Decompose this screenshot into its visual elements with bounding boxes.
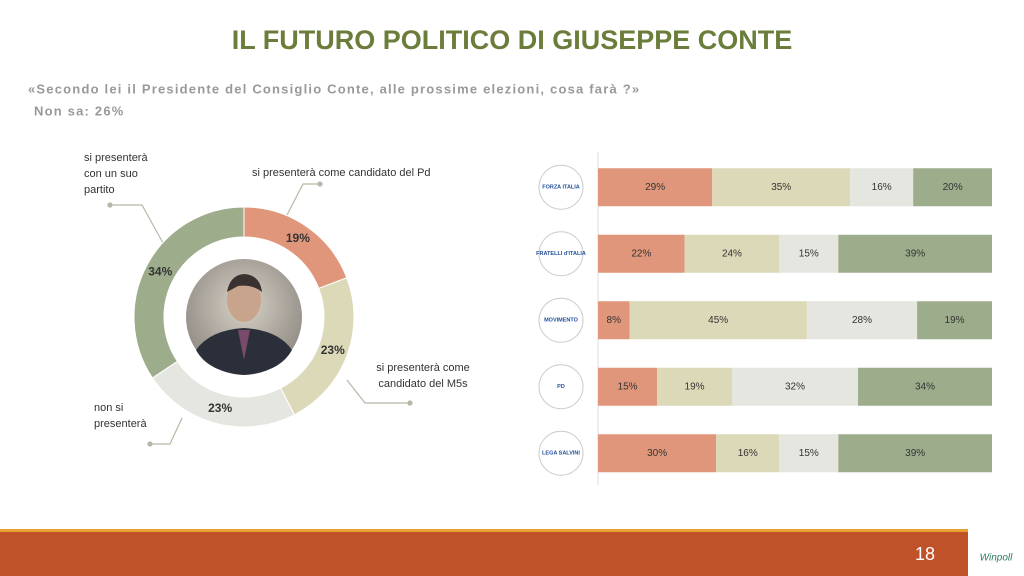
data-label: 8%	[607, 315, 622, 326]
donut-label: si presenterà come candidato del M5s	[376, 362, 470, 390]
bar-segment	[598, 168, 713, 207]
bar-segment	[598, 234, 685, 273]
bar-segment	[913, 168, 992, 207]
bar-segment	[917, 301, 992, 340]
data-label: 19%	[685, 381, 705, 392]
party-logo	[538, 430, 584, 476]
data-label: 15%	[618, 381, 638, 392]
party-logo	[538, 297, 584, 343]
bar-segment	[716, 434, 780, 473]
bar-segment	[779, 434, 839, 473]
donut-label: si presenterà con un suo partito	[84, 152, 148, 196]
data-label: 15%	[799, 448, 819, 459]
data-label: 16%	[872, 182, 892, 193]
bar-segment	[629, 301, 807, 340]
donut-label: non si presenterà	[94, 402, 147, 430]
data-label: 39%	[905, 248, 925, 259]
bar-segment	[598, 367, 658, 406]
data-label: 19%	[945, 315, 965, 326]
title: IL FUTURO POLITICO DI GIUSEPPE CONTE	[232, 25, 793, 55]
category-label: FRATELLI d'ITALIA	[536, 251, 586, 257]
data-label: 32%	[785, 381, 805, 392]
category-label: LEGA SALVINI	[542, 451, 580, 457]
data-label: 22%	[631, 248, 651, 259]
category-label: FORZA ITALIA	[542, 185, 580, 191]
data-label: 34%	[915, 381, 935, 392]
page-number: 18	[915, 544, 935, 564]
data-label: 29%	[645, 182, 665, 193]
bar-segment	[850, 168, 914, 207]
data-label: 34%	[148, 264, 172, 278]
bar-segment	[858, 367, 992, 406]
data-label: 30%	[647, 448, 667, 459]
bar-segment	[712, 168, 851, 207]
data-label: 16%	[738, 448, 758, 459]
data-label: 45%	[708, 315, 728, 326]
bar-segment	[838, 434, 992, 473]
party-logo	[538, 164, 584, 210]
photo	[186, 259, 302, 375]
brand-box	[968, 526, 1024, 576]
category-label: PD	[557, 384, 565, 390]
bar-segment	[598, 434, 717, 473]
party-logo	[538, 231, 584, 277]
party-logo	[538, 364, 584, 410]
bar-segment	[838, 234, 992, 273]
data-label: 23%	[321, 343, 345, 357]
donut-label: si presenterà come candidato del Pd	[252, 167, 431, 179]
bar-segment	[806, 301, 918, 340]
data-label: 15%	[799, 248, 819, 259]
category-label: MOVIMENTO	[544, 318, 579, 324]
bar-segment	[657, 367, 732, 406]
donut-slice	[133, 206, 245, 379]
note: Non sa: 26%	[34, 103, 125, 118]
bar-segment	[684, 234, 780, 273]
leader-lines	[107, 181, 413, 447]
data-label: 28%	[852, 315, 872, 326]
data-label: 24%	[722, 248, 742, 259]
bar-segment	[779, 234, 839, 273]
data-label: 23%	[208, 401, 232, 415]
bar-segment	[598, 301, 630, 340]
data-label: 19%	[286, 231, 310, 245]
brand: Winpoll	[980, 553, 1013, 564]
question: «Secondo lei il Presidente del Consiglio…	[28, 81, 640, 96]
data-label: 35%	[771, 182, 791, 193]
data-label: 39%	[905, 448, 925, 459]
bar-segment	[731, 367, 859, 406]
footer	[0, 532, 1024, 576]
data-label: 20%	[943, 182, 963, 193]
footer-line	[0, 529, 1024, 532]
